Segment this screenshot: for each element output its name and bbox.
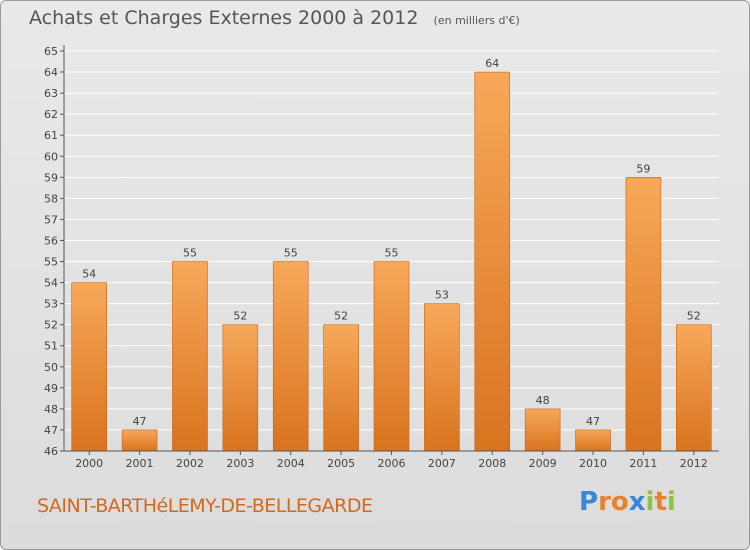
x-tick-label-2000: 2000 — [75, 457, 103, 470]
bar-2000 — [71, 282, 107, 452]
y-tick-label-57: 57 — [44, 213, 58, 226]
x-tick-label-2002: 2002 — [176, 457, 204, 470]
y-tick-label-47: 47 — [44, 424, 58, 437]
value-label-2001: 47 — [133, 415, 147, 428]
x-tick-label-2004: 2004 — [277, 457, 305, 470]
bars — [71, 71, 712, 452]
x-tick-label-2001: 2001 — [126, 457, 154, 470]
logo-letter: o — [610, 487, 629, 517]
bar-2004 — [272, 261, 309, 452]
y-tick-label-50: 50 — [44, 361, 58, 374]
value-label-2008: 64 — [485, 57, 499, 70]
x-tick-label-2010: 2010 — [579, 457, 607, 470]
value-label-2003: 52 — [233, 310, 247, 323]
bar-2010 — [575, 429, 611, 452]
y-tick-label-54: 54 — [44, 277, 58, 290]
value-label-2002: 55 — [183, 247, 197, 260]
chart-title: Achats et Charges Externes 2000 à 2012 (… — [29, 7, 520, 29]
x-tick-label-2011: 2011 — [629, 457, 657, 470]
logo-letter: P — [579, 487, 599, 517]
value-label-2005: 52 — [334, 310, 348, 323]
value-label-2004: 55 — [284, 247, 298, 260]
value-label-2006: 55 — [385, 247, 399, 260]
value-label-2011: 59 — [636, 162, 650, 175]
value-label-2010: 47 — [586, 415, 600, 428]
bar-2008 — [474, 71, 511, 452]
y-tick-label-59: 59 — [44, 171, 58, 184]
x-tick-label-2003: 2003 — [226, 457, 254, 470]
y-tick-label-52: 52 — [44, 319, 58, 332]
x-tick-label-2008: 2008 — [478, 457, 506, 470]
logo-letter: x — [628, 487, 646, 517]
y-tick-label-61: 61 — [44, 129, 58, 142]
logo-letter: i — [666, 487, 676, 517]
value-label-2009: 48 — [536, 394, 550, 407]
value-label-2000: 54 — [82, 268, 96, 281]
bar-2012 — [676, 324, 712, 452]
y-tick-label-64: 64 — [44, 66, 58, 79]
chart-unit-text: (en milliers d'€) — [433, 14, 520, 27]
value-label-2007: 53 — [435, 289, 449, 302]
y-tick-label-65: 65 — [44, 45, 58, 58]
bar-2006 — [373, 261, 410, 452]
value-label-2012: 52 — [687, 310, 701, 323]
x-tick-label-2007: 2007 — [428, 457, 456, 470]
logo-letter: i — [645, 487, 655, 517]
y-tick-label-53: 53 — [44, 298, 58, 311]
place-name: SAINT-BARTHéLEMY-DE-BELLEGARDE — [37, 495, 373, 517]
bar-2011 — [625, 177, 662, 452]
y-tick-label-58: 58 — [44, 192, 58, 205]
bar-2009 — [524, 408, 561, 452]
y-tick-label-48: 48 — [44, 403, 58, 416]
bar-2005 — [323, 324, 359, 452]
chart-title-text: Achats et Charges Externes 2000 à 2012 — [29, 7, 419, 29]
proxiti-logo[interactable]: Proxiti — [579, 487, 676, 517]
y-tick-label-49: 49 — [44, 382, 58, 395]
labels: 46 47 48 49 50 51 52 53 54 55 56 57 58 59 60 61 62 63 64 65… — [44, 45, 708, 470]
logo-letter: r — [598, 487, 611, 517]
axes — [60, 45, 719, 455]
x-tick-label-2009: 2009 — [529, 457, 557, 470]
y-tick-label-63: 63 — [44, 87, 58, 100]
bar-2001 — [121, 429, 158, 452]
y-tick-label-51: 51 — [44, 340, 58, 353]
x-tick-label-2005: 2005 — [327, 457, 355, 470]
x-tick-label-2012: 2012 — [680, 457, 708, 470]
y-tick-label-55: 55 — [44, 256, 58, 269]
bar-2007 — [424, 303, 460, 452]
y-tick-label-56: 56 — [44, 234, 58, 247]
bar-2002 — [172, 261, 208, 452]
y-tick-label-62: 62 — [44, 108, 58, 121]
x-tick-label-2006: 2006 — [378, 457, 406, 470]
y-tick-label-60: 60 — [44, 150, 58, 163]
logo-letter: t — [654, 487, 667, 517]
bar-2003 — [222, 324, 259, 452]
y-tick-label-46: 46 — [44, 445, 58, 458]
